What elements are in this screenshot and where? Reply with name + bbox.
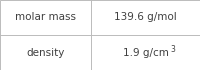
Text: 1.9 g/cm: 1.9 g/cm [123, 48, 168, 57]
Text: 139.6 g/mol: 139.6 g/mol [114, 13, 177, 22]
Text: 3: 3 [170, 46, 175, 55]
Text: density: density [26, 48, 65, 57]
Text: molar mass: molar mass [15, 13, 76, 22]
